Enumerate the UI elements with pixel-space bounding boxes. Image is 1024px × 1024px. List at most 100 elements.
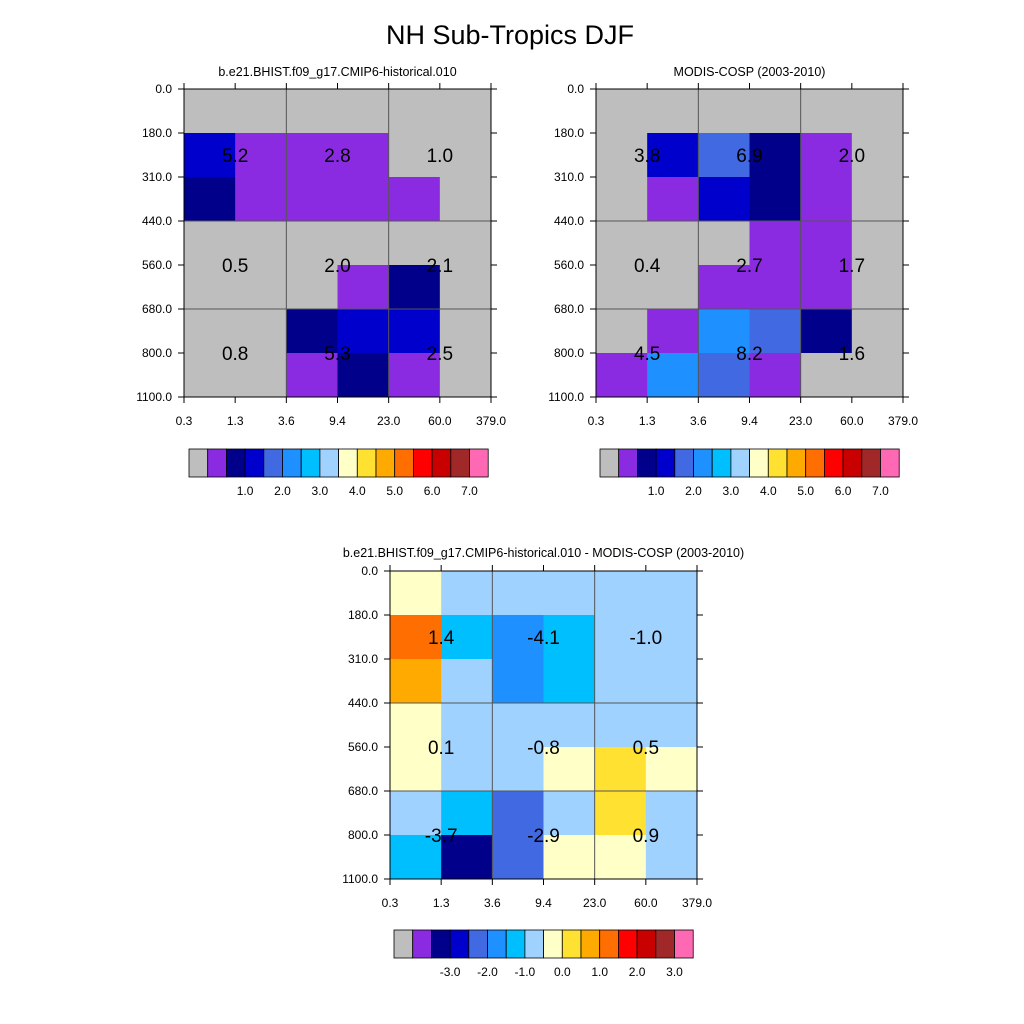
heatmap-cell [749,353,802,398]
colorbar-label: 6.0 [835,484,852,498]
colorbar-swatch [431,448,452,478]
heatmap-cell [594,835,647,880]
colorbar-swatch [561,929,582,959]
y-tick-label: 440.0 [142,214,172,228]
heatmap-cell [543,791,596,836]
y-tick-label: 1100.0 [342,872,378,886]
x-tick-label: 0.3 [176,414,193,428]
heatmap-cell [749,221,802,266]
heatmap-cell [235,133,287,178]
cell-value-label: 0.1 [428,738,454,759]
heatmap-cell [645,703,698,748]
heatmap-cell [645,791,698,836]
cell-value-label: 0.5 [222,256,248,277]
heatmap-cell [698,89,750,134]
heatmap-cell [800,89,853,134]
heatmap-cells [596,89,904,398]
heatmap-cell [749,309,802,354]
heatmap-cell [492,791,544,836]
colorbar-swatch [636,929,657,959]
x-tick-label: 379.0 [682,896,712,910]
heatmap-cell [749,177,802,222]
heatmap-cell [596,265,648,310]
heatmap-cell [492,659,544,704]
heatmap-cell [543,835,596,880]
heatmap-cell [698,309,750,354]
colorbar-label: 1.0 [648,484,665,498]
heatmap-cell [543,747,596,792]
colorbar-swatch [450,448,470,478]
colorbar: 1.0 2.0 3.0 4.0 5.0 6.0 7.0 [188,448,489,498]
colorbar-swatch [188,448,209,478]
cell-value-label: -3.7 [425,826,458,847]
heatmap-cell [543,703,596,748]
heatmap-cell [800,177,853,222]
colorbar-swatch [282,448,302,478]
colorbar-label: 4.0 [349,484,366,498]
heatmap-cell [596,221,648,266]
colorbar-swatch [767,448,788,478]
y-tick-label: 800.0 [554,346,584,360]
colorbar-swatch [674,929,694,959]
cell-value-label: 0.8 [222,344,248,365]
heatmap-cell [645,747,698,792]
colorbar-swatch [749,448,769,478]
heatmap-cell [390,703,442,748]
heatmap-cell [337,177,390,222]
colorbar: -3.0 -2.0 -1.0 0.0 1.0 2.0 3.0 [393,929,694,979]
heatmap-cell [851,265,904,310]
colorbar-swatch [356,448,377,478]
x-tick-label: 9.4 [741,414,758,428]
heatmap-cell [543,571,596,616]
cell-value-label: 2.1 [427,256,453,277]
heatmap-cell [337,353,390,398]
colorbar-swatch [655,448,676,478]
heatmap-cell [594,703,647,748]
heatmap-cell [388,133,441,178]
colorbar-label: -3.0 [440,965,461,979]
heatmap-cell [851,133,904,178]
heatmap-cell [286,265,338,310]
heatmap-cell [647,265,699,310]
cell-value-label: 6.9 [736,146,762,167]
heatmap-cell [647,177,699,222]
y-tick-label: 310.0 [142,170,172,184]
x-tick-label: 3.6 [278,414,295,428]
colorbar-swatch [300,448,321,478]
cell-value-label: 0.4 [634,256,661,277]
heatmap-cells [390,571,698,880]
heatmap-cell [441,747,493,792]
cell-value-label: 8.2 [736,344,762,365]
cell-value-label: 4.5 [634,344,660,365]
heatmap-cell [594,659,647,704]
heatmap-cell [492,835,544,880]
heatmap-cell [286,177,338,222]
x-tick-label: 3.6 [690,414,707,428]
heatmap-cell [390,747,442,792]
colorbar-label: 7.0 [461,484,478,498]
heatmap-cell [388,89,441,134]
heatmap-cell [647,221,699,266]
heatmap-cell [851,309,904,354]
heatmap-cell [594,615,647,660]
heatmap-cell [800,133,853,178]
heatmap-cell [698,133,750,178]
panel-title: b.e21.BHIST.f09_g17.CMIP6-historical.010 [218,65,456,79]
colorbar-swatch [842,448,863,478]
panel-2: MODIS-COSP (2003-2010) 0.0 180.0 310.0 440.0… [548,65,918,498]
colorbar-swatch [637,448,657,478]
colorbar-label: 1.0 [237,484,254,498]
colorbar-swatch [674,448,694,478]
cell-value-label: 0.9 [633,826,659,847]
heatmap-cell [235,309,287,354]
cell-value-label: 1.7 [839,256,865,277]
cell-value-label: 5.2 [222,146,248,167]
heatmap-cell [184,353,236,398]
x-tick-label: 0.3 [382,896,399,910]
heatmap-cell [235,177,287,222]
colorbar-swatch [412,929,432,959]
heatmap-cell [492,703,544,748]
heatmap-cell [492,571,544,616]
heatmap-cell [286,133,338,178]
heatmap-cell [286,89,338,134]
